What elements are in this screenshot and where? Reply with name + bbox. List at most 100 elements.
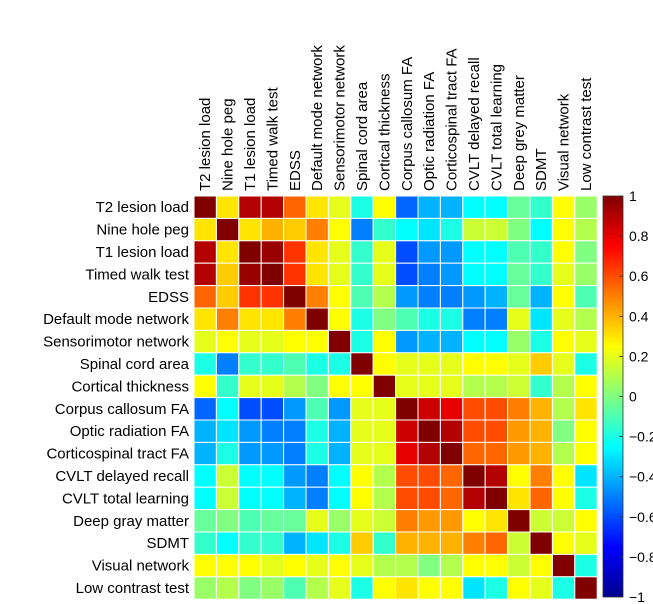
heatmap-cell: [372, 509, 397, 533]
heatmap-cell: [439, 419, 464, 443]
heatmap-cell: [507, 419, 531, 443]
heatmap-cell: [462, 397, 486, 421]
heatmap-cell: [305, 553, 329, 578]
heatmap-cell: [529, 352, 553, 376]
column-label: Visual network: [556, 93, 573, 191]
heatmap-cell: [395, 195, 419, 219]
heatmap-cell: [238, 195, 262, 219]
column-label: Corticospinal tract FA: [444, 48, 461, 191]
heatmap-cell: [372, 352, 397, 376]
heatmap-cell: [551, 262, 576, 287]
heatmap-cell: [417, 441, 441, 466]
heatmap-cell: [215, 374, 240, 399]
heatmap-cell: [551, 307, 576, 331]
column-label: Deep grey matter: [511, 75, 528, 191]
colorbar-tick-label: 0: [629, 389, 637, 405]
heatmap-cell: [215, 576, 240, 600]
heatmap-cell: [193, 576, 217, 600]
heatmap-cell: [529, 217, 553, 242]
heatmap-cell: [283, 397, 307, 421]
heatmap-cell: [551, 240, 576, 264]
heatmap-cell: [439, 262, 464, 287]
heatmap-cell: [417, 262, 441, 287]
heatmap-cell: [215, 441, 240, 466]
heatmap-cell: [327, 509, 352, 533]
column-label: Default mode network: [309, 45, 326, 191]
heatmap-cell: [574, 352, 598, 376]
heatmap-cell: [484, 285, 509, 309]
heatmap-cell: [305, 285, 329, 309]
heatmap-cell: [551, 531, 576, 555]
heatmap-cell: [574, 329, 598, 354]
row-label: Spinal cord area: [80, 356, 190, 373]
heatmap-cell: [193, 352, 217, 376]
heatmap-cell: [283, 576, 307, 600]
heatmap-cell: [260, 531, 285, 555]
heatmap-cell: [417, 576, 441, 600]
heatmap-cell: [238, 397, 262, 421]
heatmap-cell: [350, 307, 374, 331]
heatmap-cell: [462, 307, 486, 331]
heatmap-cell: [193, 374, 217, 399]
heatmap-cell: [529, 464, 553, 488]
heatmap-cell: [507, 531, 531, 555]
heatmap-cell: [439, 553, 464, 578]
heatmap-cell: [350, 419, 374, 443]
heatmap-cell: [439, 464, 464, 488]
heatmap-cell: [238, 464, 262, 488]
heatmap-cell: [529, 262, 553, 287]
heatmap-cell: [574, 374, 598, 399]
heatmap-cell: [551, 553, 576, 578]
heatmap-cell: [215, 531, 240, 555]
column-label: SDMT: [533, 149, 550, 192]
heatmap-cell: [439, 486, 464, 511]
heatmap-cell: [462, 531, 486, 555]
heatmap-cell: [215, 217, 240, 242]
heatmap-cell: [484, 307, 509, 331]
heatmap-cell: [350, 352, 374, 376]
heatmap-cell: [574, 531, 598, 555]
column-label: Cortical thickness: [376, 73, 393, 191]
heatmap-cell: [283, 486, 307, 511]
heatmap-cell: [417, 307, 441, 331]
heatmap-cell: [260, 307, 285, 331]
heatmap-cell: [372, 262, 397, 287]
heatmap-cell: [305, 419, 329, 443]
heatmap-cell: [484, 329, 509, 354]
heatmap-cell: [551, 441, 576, 466]
heatmap-cell: [193, 285, 217, 309]
heatmap-cell: [462, 352, 486, 376]
heatmap-cell: [350, 397, 374, 421]
heatmap-cell: [529, 329, 553, 354]
heatmap-cell: [484, 464, 509, 488]
heatmap-cell: [484, 531, 509, 555]
heatmap-cell: [529, 195, 553, 219]
heatmap-cell: [372, 397, 397, 421]
colorbar-tick-label: 0.8: [629, 228, 649, 244]
column-label: Nine hole peg: [220, 98, 237, 191]
heatmap-cell: [260, 262, 285, 287]
heatmap-cell: [551, 217, 576, 242]
heatmap-cell: [193, 329, 217, 354]
heatmap-cell: [529, 397, 553, 421]
heatmap-cell: [395, 397, 419, 421]
heatmap-cell: [484, 262, 509, 287]
heatmap-cell: [193, 509, 217, 533]
row-label: Corpus callosum FA: [55, 401, 189, 418]
colorbar-tick-label: −0.6: [629, 509, 653, 525]
heatmap-cell: [507, 576, 531, 600]
heatmap-cell: [484, 352, 509, 376]
heatmap-cell: [507, 464, 531, 488]
heatmap-cell: [283, 464, 307, 488]
heatmap-cell: [372, 441, 397, 466]
heatmap-cell: [260, 509, 285, 533]
row-label: Cortical thickness: [71, 378, 189, 395]
heatmap-cell: [305, 576, 329, 600]
heatmap-cell: [484, 509, 509, 533]
heatmap-cell: [574, 397, 598, 421]
heatmap-cell: [260, 374, 285, 399]
heatmap-cell: [574, 307, 598, 331]
heatmap-cell: [260, 486, 285, 511]
heatmap-cell: [551, 464, 576, 488]
